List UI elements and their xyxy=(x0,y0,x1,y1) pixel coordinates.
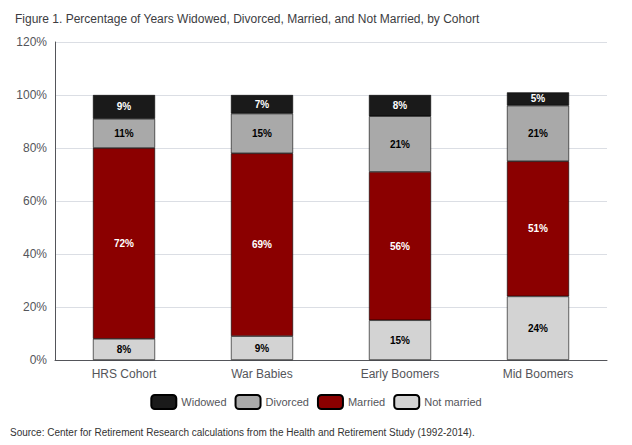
svg-text:0%: 0% xyxy=(30,353,48,367)
svg-text:72%: 72% xyxy=(114,238,134,249)
svg-text:20%: 20% xyxy=(23,300,47,314)
svg-text:Widowed: Widowed xyxy=(181,396,226,408)
svg-text:9%: 9% xyxy=(117,101,132,112)
svg-text:21%: 21% xyxy=(528,128,548,139)
svg-text:HRS Cohort: HRS Cohort xyxy=(92,367,157,381)
svg-text:Early Boomers: Early Boomers xyxy=(361,367,440,381)
svg-text:8%: 8% xyxy=(117,344,132,355)
svg-text:40%: 40% xyxy=(23,247,47,261)
svg-text:Figure 1. Percentage of Years: Figure 1. Percentage of Years Widowed, D… xyxy=(15,12,480,26)
svg-text:80%: 80% xyxy=(23,141,47,155)
svg-text:21%: 21% xyxy=(390,139,410,150)
svg-text:7%: 7% xyxy=(255,99,270,110)
svg-text:Source: Center for Retirement: Source: Center for Retirement Research c… xyxy=(10,427,475,438)
svg-text:15%: 15% xyxy=(252,128,272,139)
svg-text:9%: 9% xyxy=(255,343,270,354)
svg-text:Mid Boomers: Mid Boomers xyxy=(503,367,574,381)
svg-text:15%: 15% xyxy=(390,335,410,346)
svg-text:24%: 24% xyxy=(528,323,548,334)
svg-text:11%: 11% xyxy=(114,128,134,139)
svg-text:120%: 120% xyxy=(16,35,47,49)
svg-text:69%: 69% xyxy=(252,239,272,250)
svg-text:Married: Married xyxy=(348,396,385,408)
svg-text:Divorced: Divorced xyxy=(266,396,309,408)
svg-text:60%: 60% xyxy=(23,194,47,208)
svg-text:War Babies: War Babies xyxy=(231,367,293,381)
svg-text:100%: 100% xyxy=(16,88,47,102)
svg-text:5%: 5% xyxy=(531,93,546,104)
svg-text:51%: 51% xyxy=(528,223,548,234)
svg-text:Not married: Not married xyxy=(424,396,481,408)
svg-text:8%: 8% xyxy=(393,100,408,111)
svg-text:56%: 56% xyxy=(390,241,410,252)
